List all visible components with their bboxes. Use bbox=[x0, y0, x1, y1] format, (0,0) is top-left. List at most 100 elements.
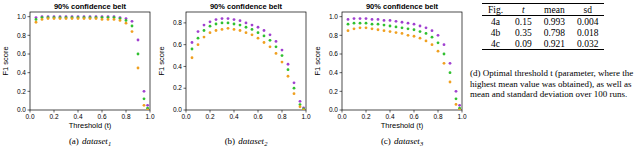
point bbox=[359, 26, 362, 29]
point bbox=[359, 17, 362, 20]
x-tick-label: 0.6 bbox=[253, 113, 262, 120]
row: 4b0.350.7980.018 bbox=[482, 27, 604, 38]
point bbox=[287, 63, 290, 66]
y-tick-label: 1.0 bbox=[329, 13, 338, 20]
y-tick-label: 0.4 bbox=[329, 69, 338, 76]
y-tick-label: 0.6 bbox=[173, 41, 182, 48]
point bbox=[437, 41, 440, 44]
point bbox=[431, 43, 434, 46]
point bbox=[59, 16, 62, 19]
plot-frame bbox=[186, 12, 306, 110]
point bbox=[77, 16, 80, 19]
caption-name: dataset bbox=[394, 136, 420, 146]
x-tick-label: 0.4 bbox=[73, 113, 82, 120]
point bbox=[137, 67, 140, 70]
cell: 4b bbox=[482, 27, 509, 38]
y-tick bbox=[28, 54, 31, 55]
table-caption: (d) Optimal threshold t (parameter, wher… bbox=[470, 68, 638, 100]
point bbox=[215, 29, 218, 32]
point bbox=[377, 18, 380, 21]
point bbox=[146, 104, 149, 107]
point bbox=[53, 16, 56, 19]
point bbox=[425, 32, 428, 35]
point bbox=[287, 75, 290, 78]
point bbox=[293, 81, 296, 84]
point bbox=[77, 17, 80, 20]
point bbox=[449, 81, 452, 84]
point bbox=[431, 29, 434, 32]
point bbox=[215, 18, 218, 21]
point bbox=[221, 28, 224, 31]
caption-subscript: 1 bbox=[108, 140, 111, 147]
point bbox=[233, 23, 236, 26]
point bbox=[353, 22, 356, 25]
point bbox=[227, 27, 230, 30]
point bbox=[41, 18, 44, 21]
y-tick-label: 0.0 bbox=[17, 106, 26, 113]
caption-name: dataset bbox=[82, 136, 108, 146]
point bbox=[245, 21, 248, 24]
caption-subscript: 2 bbox=[264, 140, 268, 147]
point bbox=[371, 18, 374, 21]
table: Fig.tmeansd4a0.150.9930.0044b0.350.7980.… bbox=[482, 3, 604, 50]
point bbox=[65, 17, 68, 20]
y-tick-label: 1.0 bbox=[17, 13, 26, 20]
row: 4a0.150.9930.004 bbox=[482, 16, 604, 28]
point bbox=[239, 29, 242, 32]
point bbox=[41, 15, 44, 18]
point bbox=[197, 43, 200, 46]
point bbox=[191, 48, 194, 51]
point bbox=[239, 19, 242, 22]
point bbox=[233, 28, 236, 31]
x-tick-label: 0.0 bbox=[25, 113, 34, 120]
table-body: 4a0.150.9930.0044b0.350.7980.0184c0.090.… bbox=[482, 16, 604, 50]
caption-name: dataset bbox=[238, 136, 264, 146]
header-cell: t bbox=[509, 4, 538, 16]
row: 4c0.090.9210.032 bbox=[482, 38, 604, 50]
point bbox=[275, 52, 278, 55]
point bbox=[443, 43, 446, 46]
y-tick bbox=[340, 16, 343, 17]
point bbox=[215, 23, 218, 26]
point bbox=[389, 25, 392, 28]
point bbox=[347, 23, 350, 26]
point bbox=[263, 35, 266, 38]
chart-panel: 90% confidence belt0.00.20.40.60.81.00.0… bbox=[313, 2, 467, 147]
point bbox=[101, 18, 104, 21]
point bbox=[455, 90, 458, 93]
cell: 0.35 bbox=[509, 27, 538, 38]
point bbox=[101, 15, 104, 18]
point bbox=[143, 104, 146, 107]
point bbox=[347, 29, 350, 32]
point bbox=[449, 62, 452, 65]
point bbox=[257, 31, 260, 34]
point bbox=[71, 16, 74, 19]
cell: 0.018 bbox=[571, 27, 604, 38]
cell: 0.921 bbox=[538, 38, 571, 50]
y-tick bbox=[340, 91, 343, 92]
y-tick-label: 0.0 bbox=[173, 106, 182, 113]
y-tick bbox=[184, 22, 187, 23]
caption: (c)dataset3 bbox=[381, 136, 424, 147]
point bbox=[275, 45, 278, 48]
point bbox=[293, 92, 296, 95]
cell: 0.032 bbox=[571, 38, 604, 50]
point bbox=[419, 25, 422, 28]
y-tick-label: 0.2 bbox=[17, 88, 26, 95]
point bbox=[131, 20, 134, 23]
point bbox=[35, 18, 38, 21]
point bbox=[143, 90, 146, 93]
y-tick bbox=[340, 54, 343, 55]
y-tick-label: 0.8 bbox=[173, 19, 182, 26]
point bbox=[419, 30, 422, 33]
point bbox=[197, 30, 200, 33]
point bbox=[125, 19, 128, 22]
chart-panel: 90% confidence belt0.00.20.40.60.81.00.0… bbox=[1, 2, 155, 147]
y-tick-label: 0.4 bbox=[173, 63, 182, 70]
y-tick bbox=[184, 66, 187, 67]
point bbox=[449, 71, 452, 74]
x-tick-label: 0.0 bbox=[181, 113, 190, 120]
y-tick-label: 0.6 bbox=[329, 50, 338, 57]
cell: 0.09 bbox=[509, 38, 538, 50]
x-tick-label: 0.8 bbox=[121, 113, 130, 120]
